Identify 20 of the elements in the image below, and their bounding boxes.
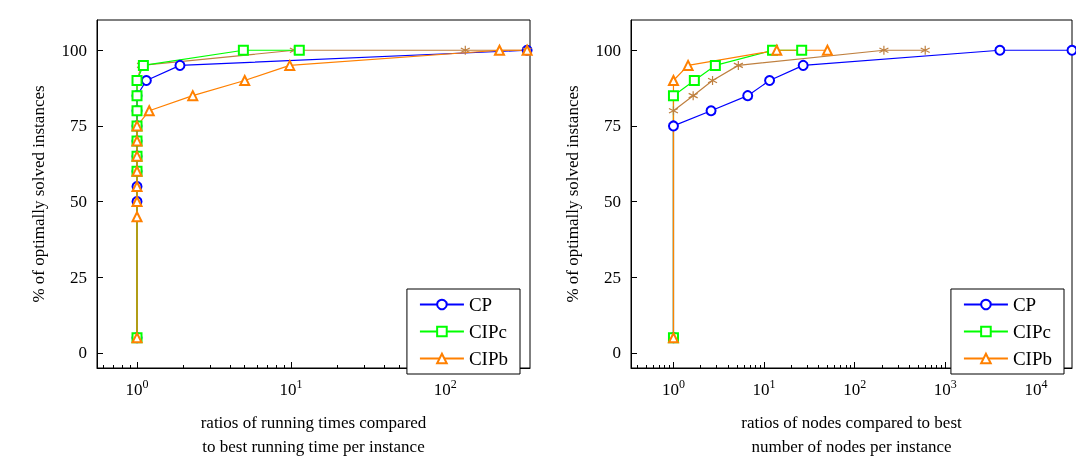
legend-label: CIPb <box>1012 348 1053 369</box>
legend-label: CIPc <box>1012 321 1051 342</box>
y-tick-label: 0 <box>612 343 621 363</box>
y-tick-label: 100 <box>595 40 621 60</box>
y-tick-label: 75 <box>70 116 87 136</box>
legend-label: CP <box>1012 294 1037 315</box>
legend-label: CIPb <box>468 348 509 369</box>
y-tick-label: 75 <box>604 116 621 136</box>
y-axis-title: % of optimally solved instances <box>29 85 49 303</box>
y-tick-label: 50 <box>604 192 621 212</box>
y-tick-label: 50 <box>70 192 87 212</box>
y-tick-label: 100 <box>61 40 87 60</box>
y-tick-label: 25 <box>604 267 621 287</box>
legend-label: CIPc <box>468 321 507 342</box>
y-tick-label: 25 <box>70 267 87 287</box>
y-axis-title: % of optimally solved instances <box>563 85 583 303</box>
x-axis-title: ratios of nodes compared to best number of nodes per instance <box>741 412 963 456</box>
legend-label: CP <box>468 294 493 315</box>
y-tick-label: 0 <box>78 343 87 363</box>
x-axis-title: ratios of running times compared to best running time per instance <box>200 412 427 456</box>
